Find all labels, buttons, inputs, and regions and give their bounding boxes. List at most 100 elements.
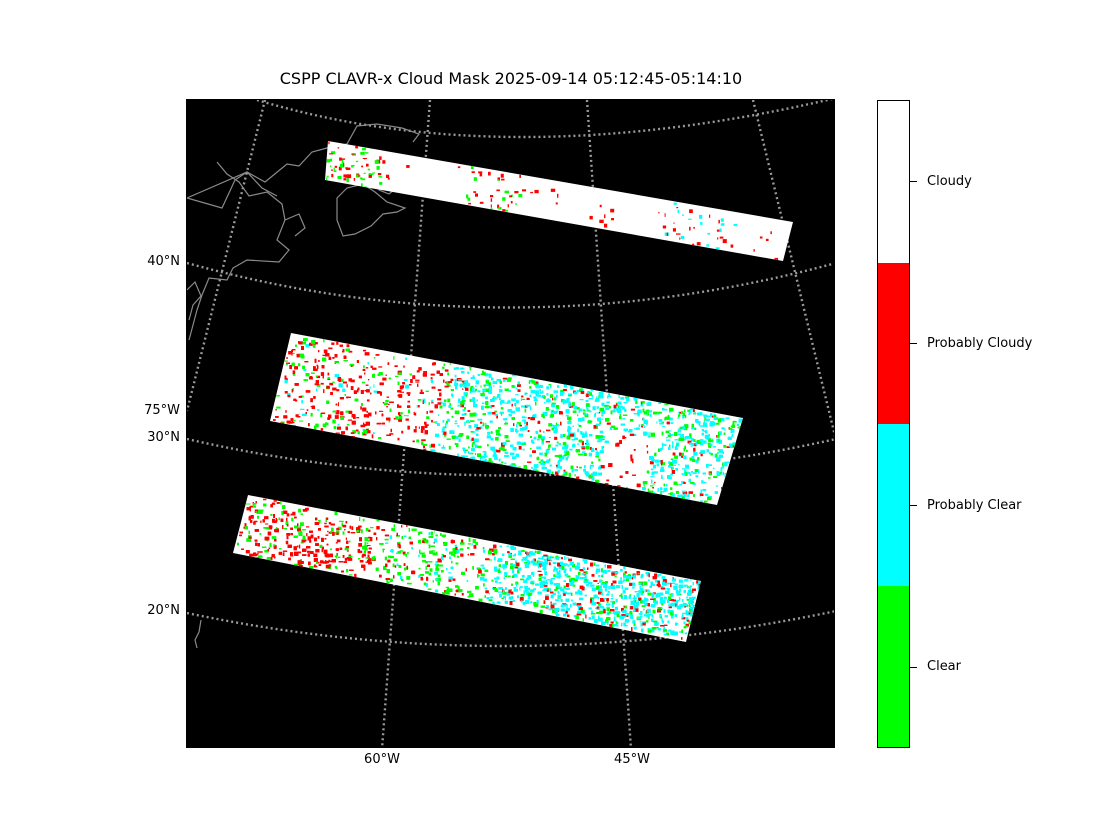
mask-pixel (464, 451, 467, 454)
mask-pixel (484, 373, 489, 376)
mask-pixel (364, 390, 367, 392)
mask-pixel (331, 173, 334, 178)
mask-pixel (562, 446, 565, 450)
mask-pixel (335, 403, 338, 406)
mask-pixel (420, 389, 423, 393)
mask-pixel (372, 172, 375, 174)
mask-pixel (699, 214, 703, 219)
mask-pixel (595, 448, 597, 451)
mask-pixel (342, 351, 345, 353)
mask-pixel (474, 438, 479, 443)
mask-pixel (451, 435, 456, 438)
mask-pixel (460, 417, 465, 420)
mask-pixel (357, 431, 360, 435)
mask-pixel (464, 386, 467, 389)
mask-pixel (716, 458, 718, 461)
mask-pixel (579, 466, 582, 469)
mask-pixel (370, 365, 373, 368)
mask-pixel (437, 402, 442, 405)
mask-pixel (511, 417, 515, 420)
mask-pixel (714, 454, 717, 458)
mask-pixel (692, 409, 695, 412)
mask-pixel (568, 393, 572, 395)
mask-pixel (495, 414, 498, 416)
mask-pixel (437, 389, 442, 391)
mask-pixel (407, 400, 410, 403)
mask-pixel (338, 383, 343, 388)
mask-pixel (565, 451, 570, 456)
mask-pixel (482, 413, 486, 416)
mask-pixel (387, 362, 390, 365)
mask-pixel (651, 471, 655, 475)
mask-pixel (515, 407, 520, 412)
mask-pixel (556, 441, 559, 444)
mask-pixel (566, 398, 570, 402)
mask-pixel (367, 414, 369, 418)
mask-pixel (664, 213, 666, 217)
mask-pixel (330, 391, 333, 395)
mask-pixel (724, 428, 726, 431)
mask-pixel (519, 442, 523, 445)
mask-pixel (397, 405, 402, 408)
mask-pixel (651, 468, 654, 471)
mask-pixel (448, 381, 452, 383)
mask-pixel (334, 374, 339, 377)
mask-pixel (373, 373, 375, 375)
mask-pixel (633, 428, 637, 430)
coast-canada-inland (187, 171, 278, 199)
mask-pixel (545, 441, 550, 443)
mask-pixel (300, 355, 305, 359)
mask-pixel (669, 462, 674, 466)
mask-pixel (599, 465, 601, 467)
mask-pixel (317, 409, 320, 411)
mask-pixel (286, 362, 290, 364)
mask-pixel (470, 388, 472, 392)
mask-pixel (605, 405, 610, 407)
mask-pixel (492, 454, 497, 457)
mask-pixel (454, 422, 458, 425)
mask-pixel (475, 193, 478, 197)
mask-pixel (465, 387, 469, 391)
mask-pixel (553, 390, 559, 393)
mask-pixel (529, 454, 532, 457)
mask-pixel (328, 356, 332, 360)
mask-pixel (668, 446, 671, 450)
mask-pixel (422, 444, 427, 446)
mask-pixel (378, 372, 383, 376)
mask-pixel (653, 471, 658, 474)
mask-pixel (442, 366, 445, 369)
mask-pixel (578, 418, 583, 422)
mask-pixel (586, 439, 589, 444)
mask-pixel (513, 423, 515, 426)
mask-pixel (331, 169, 333, 171)
mask-pixel (276, 406, 281, 409)
mask-pixel (580, 390, 585, 394)
mask-pixel (568, 427, 570, 432)
mask-pixel (567, 416, 572, 420)
mask-pixel (433, 421, 436, 423)
mask-pixel (675, 448, 678, 450)
mask-pixel (664, 408, 668, 411)
mask-pixel (276, 395, 280, 397)
mask-pixel (492, 381, 497, 384)
mask-pixel (498, 463, 503, 468)
mask-pixel (720, 467, 722, 472)
mask-pixel (673, 202, 677, 205)
mask-pixel (465, 383, 470, 387)
mask-pixel (499, 411, 504, 414)
mask-pixel (354, 398, 359, 402)
mask-pixel (730, 463, 733, 466)
mask-pixel (563, 471, 566, 475)
mask-pixel (496, 189, 500, 192)
mask-pixel (581, 388, 584, 392)
mask-pixel (488, 373, 492, 378)
mask-pixel (753, 249, 755, 252)
mask-pixel (706, 418, 710, 422)
mask-pixel (551, 402, 556, 405)
mask-pixel (729, 467, 732, 469)
parallel-20n (187, 610, 834, 648)
mask-pixel (336, 389, 340, 392)
mask-pixel (473, 191, 477, 193)
mask-pixel (368, 379, 370, 381)
mask-pixel (616, 442, 620, 446)
